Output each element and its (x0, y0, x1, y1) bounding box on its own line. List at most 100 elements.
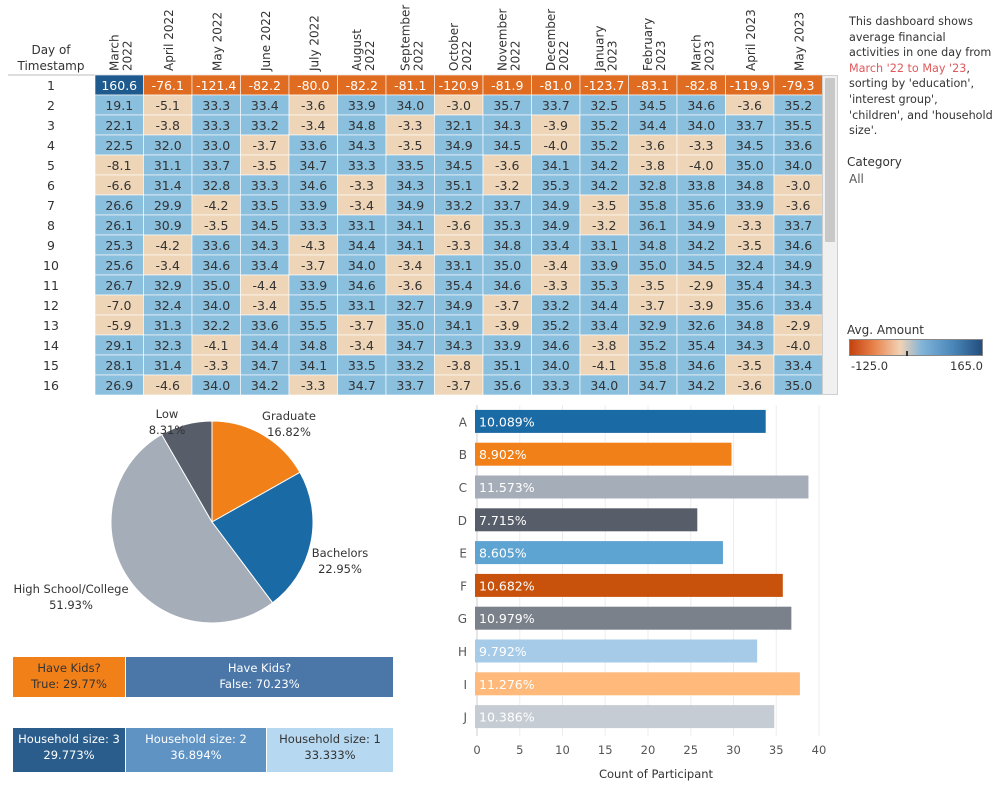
heatmap-cell-value: 33.2 (396, 358, 424, 373)
heatmap-cell-value: 35.0 (736, 158, 764, 173)
heatmap-cell-value: -3.4 (544, 258, 568, 273)
heatmap-cell-value: -121.4 (196, 78, 236, 93)
interest-group-bar-chart: 0 5 10 15 20 25 30 35 40 A 10.089% B 8.902% C 11.573% D… (458, 405, 827, 781)
heatmap-cell-value: 34.0 (202, 378, 230, 393)
bar-percent-label: 11.276% (479, 677, 535, 692)
heatmap-cell-value: 33.4 (251, 98, 279, 113)
heatmap-cell-value: 35.6 (493, 378, 521, 393)
heatmap-cell-value: -4.1 (592, 358, 616, 373)
column-label-year: 2023 (654, 40, 668, 71)
heatmap-cell-value: 33.4 (590, 318, 618, 333)
heatmap-cell-value: -3.7 (253, 138, 277, 153)
heatmap-cell-value: 33.5 (251, 198, 279, 213)
heatmap-cell-value: -3.5 (592, 198, 616, 213)
heatmap-cell-value: 33.7 (202, 158, 230, 173)
bar-category-label: E (459, 547, 467, 561)
heatmap-cell-value: 34.1 (445, 318, 473, 333)
heatmap-cell-value: 34.0 (687, 118, 715, 133)
heatmap-cell-value: -3.4 (398, 258, 422, 273)
column-label: July 2022 (307, 15, 321, 72)
heatmap-cell-value: -79.3 (782, 78, 814, 93)
row-header-line2: Timestamp (17, 59, 85, 73)
heatmap-cell-value: -3.7 (495, 298, 519, 313)
heatmap-cell-value: 34.3 (736, 338, 764, 353)
heatmap-cell-value: 34.6 (687, 358, 715, 373)
heatmap-cell-value: 34.9 (542, 218, 570, 233)
pie-slice-label: Graduate (262, 409, 316, 423)
heatmap-cell-value: 22.1 (105, 118, 133, 133)
heatmap-cell-value: 34.2 (251, 378, 279, 393)
heatmap-cell-value: -123.7 (584, 78, 624, 93)
heatmap-cell-value: -4.1 (204, 338, 228, 353)
heatmap-cell-value: -8.1 (107, 158, 131, 173)
row-label: 3 (47, 118, 55, 133)
heatmap-cell-value: 34.5 (639, 98, 667, 113)
heatmap-cell-value: 22.5 (105, 138, 133, 153)
pie-slice (160, 420, 213, 524)
heatmap-cell-value: 31.4 (154, 358, 182, 373)
heatmap-cell-value: 34.7 (251, 358, 279, 373)
share-segment-value: True: 29.77% (31, 677, 107, 691)
heatmap-cell-value: -119.9 (730, 78, 770, 93)
heatmap-cell-value: 32.8 (202, 178, 230, 193)
heatmap-cell-value: -81.9 (491, 78, 523, 93)
heatmap-scrollbar[interactable] (822, 75, 838, 395)
heatmap-cell-value: -3.5 (641, 278, 665, 293)
heatmap-cell-value: 34.2 (687, 238, 715, 253)
heatmap-cell-value: 34.1 (542, 158, 570, 173)
heatmap-cell-value: 34.3 (251, 238, 279, 253)
column-label: January (592, 26, 606, 73)
heatmap-cell-value: 34.6 (493, 278, 521, 293)
pie-slice-percent: 22.95% (318, 562, 362, 576)
heatmap-cell-value: -3.3 (398, 118, 422, 133)
heatmap-cell-value: -3.7 (301, 258, 325, 273)
heatmap-cell-value: 32.4 (154, 298, 182, 313)
pie-slice-percent: 16.82% (267, 425, 311, 439)
share-segment-value: 29.773% (43, 748, 95, 762)
heatmap-cell-value: 32.4 (736, 258, 764, 273)
heatmap-cell-value: 34.0 (348, 258, 376, 273)
education-pie-chart: Graduate 16.82% Bachelors 22.95% High School… (13, 407, 368, 624)
x-tick-label: 40 (812, 743, 827, 757)
have-kids-bar: Have Kids? True: 29.77% Have Kids? False: 7… (13, 657, 394, 697)
heatmap-cell-value: -6.6 (107, 178, 131, 193)
heatmap-scroll-thumb[interactable] (825, 78, 835, 242)
heatmap-cell-value: -3.3 (447, 238, 471, 253)
row-label: 6 (47, 178, 55, 193)
heatmap-cell-value: 35.2 (590, 138, 618, 153)
heatmap-cell-value: -3.8 (592, 338, 616, 353)
heatmap-cell-value: 35.3 (590, 278, 618, 293)
heatmap-cell-value: 32.2 (202, 318, 230, 333)
heatmap-cell-value: 33.3 (542, 378, 570, 393)
heatmap-cell-value: 34.1 (299, 358, 327, 373)
column-label-year: 2023 (605, 40, 619, 71)
heatmap-cell-value: 33.6 (299, 138, 327, 153)
heatmap-cell-value: 30.9 (154, 218, 182, 233)
heatmap-cell-value: 34.4 (348, 238, 376, 253)
row-label: 10 (43, 258, 59, 273)
bar-percent-label: 10.979% (479, 611, 535, 626)
bar (475, 672, 800, 696)
heatmap-cell-value: 35.1 (493, 358, 521, 373)
share-segment-title: Have Kids? (37, 661, 101, 675)
heatmap-cell-value: 26.9 (105, 378, 133, 393)
heatmap-cell-value: -3.6 (447, 218, 471, 233)
category-filter-value[interactable]: All (849, 172, 864, 186)
heatmap-cell-value: 34.1 (396, 218, 424, 233)
column-label-year: 2022 (411, 40, 425, 71)
pie-slice-percent: 51.93% (49, 598, 93, 612)
heatmap-cell-value: 34.0 (396, 98, 424, 113)
heatmap-cell-value: 34.8 (299, 338, 327, 353)
x-tick-label: 0 (473, 743, 480, 757)
heatmap-cell-value: 33.8 (687, 178, 715, 193)
heatmap-cell-value: 34.9 (396, 198, 424, 213)
heatmap-cell-value: 35.0 (784, 378, 812, 393)
heatmap-cell-value: 35.5 (784, 118, 812, 133)
column-label: March (107, 34, 121, 71)
row-label: 9 (47, 238, 55, 253)
heatmap-cell-value: 34.9 (542, 198, 570, 213)
heatmap-cell-value: 26.1 (105, 218, 133, 233)
heatmap-cell-value: -3.9 (544, 118, 568, 133)
bar-percent-label: 8.605% (479, 546, 527, 561)
heatmap-cell-value: -82.8 (685, 78, 717, 93)
